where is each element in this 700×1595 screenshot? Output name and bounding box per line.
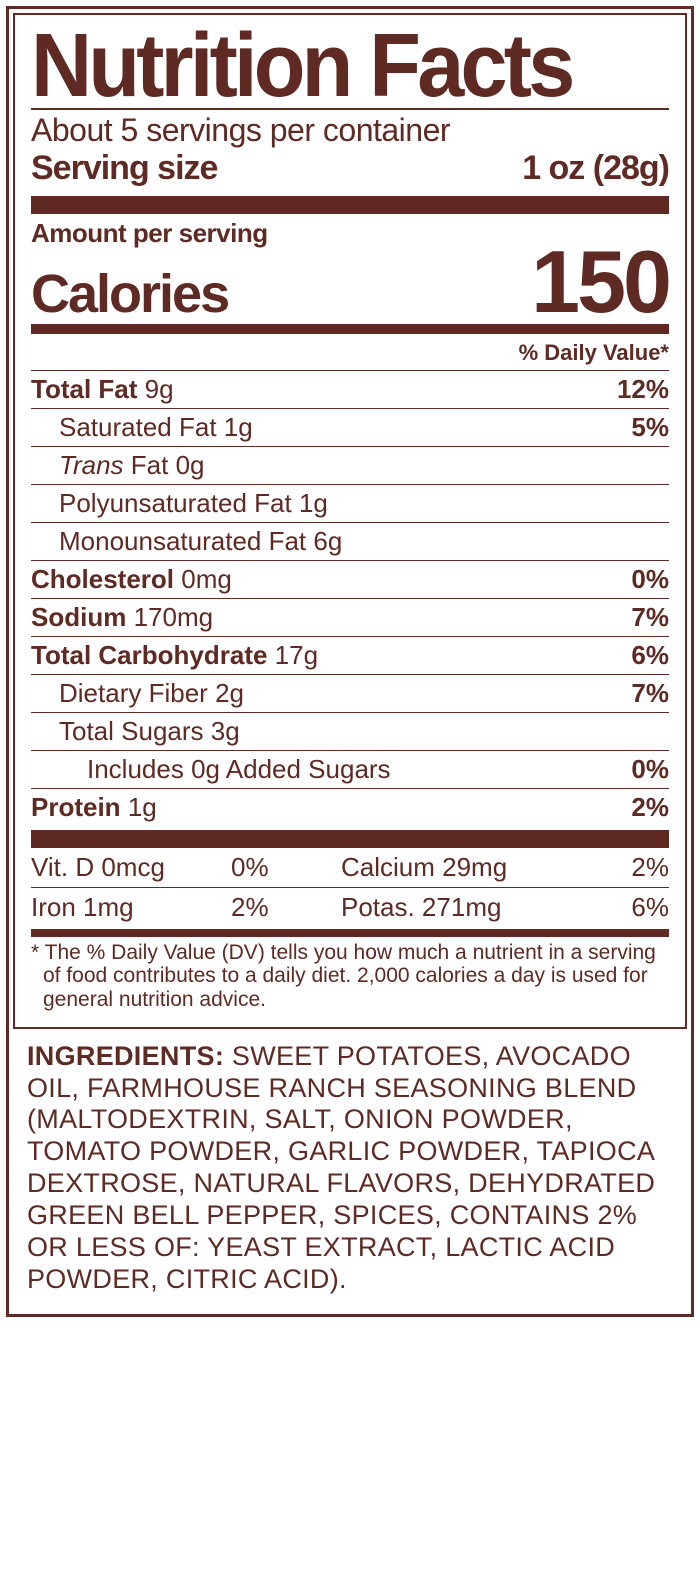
total-fat-amount: 9g	[145, 374, 174, 404]
carb-label: Total Carbohydrate	[31, 640, 267, 670]
protein-dv: 2%	[631, 792, 669, 823]
serving-size-row: Serving size 1 oz (28g)	[31, 149, 669, 196]
ingredients-heading: INGREDIENTS:	[27, 1041, 224, 1071]
sugars-row: Total Sugars 3g	[31, 713, 669, 750]
calories-row: Calories 150	[31, 249, 669, 325]
total-fat-dv: 12%	[617, 374, 669, 405]
poly-fat-label: Polyunsaturated Fat	[59, 488, 292, 518]
sodium-label: Sodium	[31, 602, 126, 632]
added-sugars-label: Includes 0g Added Sugars	[87, 754, 391, 785]
ingredients-body: SWEET POTATOES, AVOCADO OIL, FARMHOUSE R…	[27, 1041, 655, 1294]
calcium-dv: 2%	[609, 852, 669, 883]
daily-value-header: % Daily Value*	[31, 334, 669, 370]
sodium-dv: 7%	[631, 602, 669, 633]
ingredients-block: INGREDIENTS: SWEET POTATOES, AVOCADO OIL…	[13, 1029, 687, 1310]
serving-size-value: 1 oz (28g)	[522, 149, 669, 188]
mono-fat-amount: 6g	[313, 526, 342, 556]
protein-label: Protein	[31, 792, 121, 822]
protein-amount: 1g	[128, 792, 157, 822]
sugars-label: Total Sugars	[59, 716, 204, 746]
sodium-row: Sodium 170mg 7%	[31, 599, 669, 636]
cholesterol-label: Cholesterol	[31, 564, 174, 594]
sat-fat-label: Saturated Fat	[59, 412, 217, 442]
label-title: Nutrition Facts	[31, 25, 631, 108]
calories-value: 150	[531, 249, 669, 315]
carb-row: Total Carbohydrate 17g 6%	[31, 637, 669, 674]
fiber-amount: 2g	[215, 678, 244, 708]
mono-fat-row: Monounsaturated Fat 6g	[31, 523, 669, 560]
sat-fat-amount: 1g	[224, 412, 253, 442]
nutrition-label: Nutrition Facts About 5 servings per con…	[6, 6, 694, 1317]
sugars-amount: 3g	[211, 716, 240, 746]
carb-dv: 6%	[631, 640, 669, 671]
total-fat-row: Total Fat 9g 12%	[31, 371, 669, 408]
poly-fat-amount: 1g	[299, 488, 328, 518]
added-sugars-row: Includes 0g Added Sugars 0%	[31, 751, 669, 788]
serving-size-label: Serving size	[31, 149, 217, 188]
carb-amount: 17g	[275, 640, 318, 670]
small-rule	[31, 929, 669, 937]
potassium-label: Potas. 271mg	[341, 892, 609, 923]
vitamin-row-1: Vit. D 0mcg 0% Calcium 29mg 2%	[31, 848, 669, 887]
trans-fat-suffix: Fat	[124, 450, 169, 480]
calcium-label: Calcium 29mg	[341, 852, 609, 883]
thick-rule	[31, 196, 669, 214]
potassium-dv: 6%	[609, 892, 669, 923]
trans-fat-row: Trans Fat 0g	[31, 447, 669, 484]
fiber-row: Dietary Fiber 2g 7%	[31, 675, 669, 712]
sodium-amount: 170mg	[134, 602, 214, 632]
cholesterol-amount: 0mg	[181, 564, 232, 594]
vitamin-row-2: Iron 1mg 2% Potas. 271mg 6%	[31, 888, 669, 927]
cholesterol-row: Cholesterol 0mg 0%	[31, 561, 669, 598]
vitd-dv: 0%	[231, 852, 341, 883]
trans-fat-prefix: Trans	[59, 450, 124, 480]
trans-fat-amount: 0g	[176, 450, 205, 480]
iron-label: Iron 1mg	[31, 892, 231, 923]
fiber-label: Dietary Fiber	[59, 678, 208, 708]
fiber-dv: 7%	[631, 678, 669, 709]
cholesterol-dv: 0%	[631, 564, 669, 595]
poly-fat-row: Polyunsaturated Fat 1g	[31, 485, 669, 522]
mono-fat-label: Monounsaturated Fat	[59, 526, 306, 556]
sat-fat-dv: 5%	[631, 412, 669, 443]
nutrition-panel: Nutrition Facts About 5 servings per con…	[13, 13, 687, 1029]
calories-label: Calories	[31, 270, 228, 319]
footnote: * The % Daily Value (DV) tells you how m…	[31, 937, 669, 1016]
vitd-label: Vit. D 0mcg	[31, 852, 231, 883]
iron-dv: 2%	[231, 892, 341, 923]
sat-fat-row: Saturated Fat 1g 5%	[31, 409, 669, 446]
added-sugars-dv: 0%	[631, 754, 669, 785]
protein-row: Protein 1g 2%	[31, 789, 669, 826]
total-fat-label: Total Fat	[31, 374, 137, 404]
thick-rule	[31, 830, 669, 848]
